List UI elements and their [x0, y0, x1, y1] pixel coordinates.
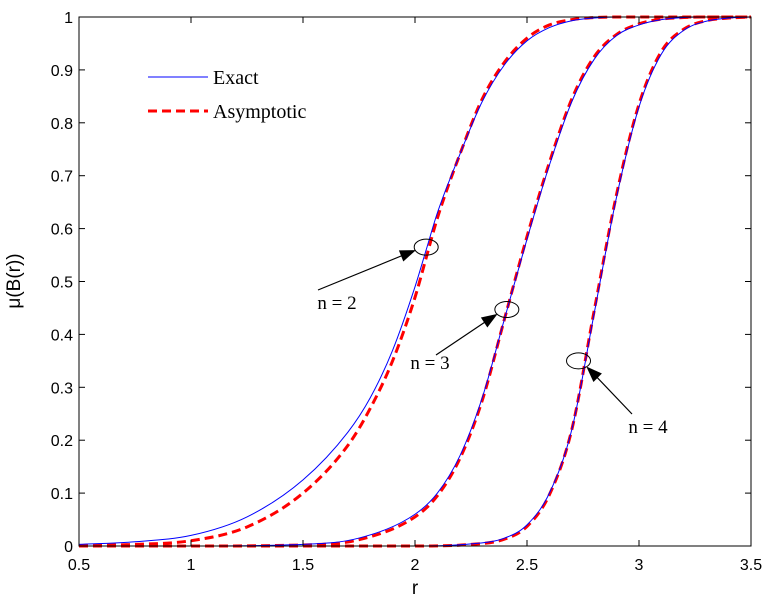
- annotation-label: n = 2: [317, 293, 356, 314]
- annotation-arrow-head: [586, 366, 602, 383]
- annotation-ellipse: [494, 301, 520, 319]
- legend: Exact Asymptotic: [148, 67, 306, 123]
- annotation-ellipse: [566, 352, 592, 370]
- annotation-n3: n = 3: [410, 301, 520, 374]
- y-tick-label: 0.5: [51, 275, 73, 292]
- legend-label-asymptotic: Asymptotic: [213, 101, 306, 123]
- annotation-arrow-head: [398, 250, 416, 262]
- annotation-arrow-line: [317, 253, 407, 291]
- x-tick-label: 0.5: [68, 557, 90, 574]
- series-exact-n2: [78, 16, 751, 545]
- series-asymptotic-n2: [78, 15, 751, 547]
- x-tick-label: 3: [635, 557, 644, 574]
- plot-area: [79, 17, 751, 546]
- series-layer: [78, 15, 752, 548]
- x-axis-title: r: [412, 578, 419, 598]
- legend-label-exact: Exact: [213, 67, 259, 89]
- series-asymptotic-n3: [79, 15, 751, 548]
- annotation-n2: n = 2: [317, 238, 439, 314]
- y-tick-label: 1: [64, 10, 73, 27]
- y-tick-label: 0.8: [51, 116, 73, 133]
- y-axis-title: μ(B(r)): [4, 253, 25, 308]
- y-tick-label: 0.9: [51, 63, 73, 80]
- series-exact-n3: [79, 16, 751, 547]
- annotation-n4: n = 4: [566, 352, 668, 438]
- y-tick-label: 0.6: [51, 222, 73, 239]
- annotation-arrow-line: [435, 318, 490, 356]
- y-tick-label: 0.2: [51, 433, 73, 450]
- x-tick-label: 2.5: [516, 557, 538, 574]
- annotation-label: n = 4: [628, 417, 668, 438]
- tick-layer: 0.5 1 1.5 2 2.5 3 3.5 0 0.1 0.2 0.3 0.4 0.5 0.6 0.7 0.8…: [51, 10, 762, 574]
- annotation-arrow-line: [592, 373, 633, 415]
- x-tick-label: 1: [187, 557, 196, 574]
- y-tick-label: 0.4: [51, 327, 73, 344]
- y-tick-label: 0: [64, 539, 73, 556]
- y-tick-label: 0.1: [51, 486, 73, 503]
- annotation-label: n = 3: [410, 353, 449, 374]
- x-tick-label: 1.5: [292, 557, 314, 574]
- annotation-ellipse: [413, 238, 439, 256]
- annotation-layer: n = 2 n = 3 n = 4: [317, 238, 668, 438]
- annotation-arrow-head: [480, 313, 498, 328]
- y-tick-label: 0.7: [51, 169, 73, 186]
- x-tick-label: 3.5: [740, 557, 762, 574]
- x-tick-label: 2: [411, 557, 420, 574]
- y-tick-label: 0.3: [51, 380, 73, 397]
